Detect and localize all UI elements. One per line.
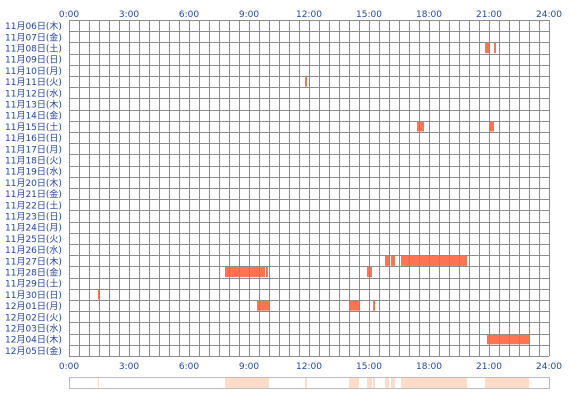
day-row-label: 11月12日(水) bbox=[5, 87, 62, 99]
x-tick-label-top: 6:00 bbox=[179, 10, 199, 20]
x-tick-label-bottom: 9:00 bbox=[239, 362, 259, 372]
day-row-label: 11月23日(日) bbox=[5, 212, 62, 223]
activity-bar bbox=[225, 266, 265, 278]
x-tick-label-top: 9:00 bbox=[239, 10, 259, 20]
x-tick-label-top: 24:00 bbox=[536, 10, 562, 20]
day-row-label: 11月10日(月) bbox=[5, 66, 62, 77]
day-row-label: 12月05日(金) bbox=[5, 345, 62, 357]
x-tick-label-bottom: 21:00 bbox=[476, 362, 502, 372]
activity-bar bbox=[373, 300, 375, 311]
day-row-label: 11月21日(金) bbox=[5, 188, 62, 200]
day-row-label: 11月17日(月) bbox=[5, 144, 62, 155]
x-tick-label-bottom: 18:00 bbox=[416, 362, 442, 372]
day-row-label: 12月04日(木) bbox=[5, 334, 62, 346]
activity-bar bbox=[349, 300, 359, 311]
activity-bar bbox=[401, 255, 467, 266]
day-row-label: 12月02日(火) bbox=[5, 312, 62, 323]
activity-bar bbox=[305, 76, 307, 87]
summary-mark bbox=[401, 378, 467, 388]
summary-mark bbox=[98, 378, 99, 388]
summary-mark bbox=[391, 378, 395, 388]
day-row-label: 11月07日(金) bbox=[5, 31, 62, 43]
activity-bar bbox=[266, 266, 268, 278]
day-row-label: 11月19日(水) bbox=[5, 166, 62, 178]
day-row-label: 11月15日(土) bbox=[5, 121, 62, 133]
activity-bar bbox=[487, 334, 529, 345]
x-tick-label-bottom: 0:00 bbox=[59, 362, 79, 372]
x-tick-label-top: 21:00 bbox=[476, 10, 502, 20]
activity-bar bbox=[98, 289, 99, 300]
day-row-label: 11月08日(土) bbox=[5, 43, 62, 55]
day-row-label: 11月18日(火) bbox=[5, 156, 62, 167]
day-row-label: 12月03日(水) bbox=[5, 323, 62, 335]
activity-bar bbox=[485, 42, 489, 54]
summary-mark bbox=[487, 378, 529, 388]
x-tick-label-top: 0:00 bbox=[59, 10, 79, 20]
summary-mark bbox=[225, 378, 265, 388]
activity-bar bbox=[494, 42, 496, 54]
summary-mark bbox=[385, 378, 389, 388]
day-row-label: 11月25日(火) bbox=[5, 234, 62, 245]
x-tick-label-top: 15:00 bbox=[356, 10, 382, 20]
day-row-label: 11月06日(木) bbox=[5, 20, 62, 32]
activity-bar bbox=[385, 255, 389, 266]
activity-bar bbox=[391, 255, 395, 266]
day-row-label: 11月20日(木) bbox=[5, 177, 62, 189]
x-tick-label-top: 3:00 bbox=[119, 10, 139, 20]
x-tick-label-bottom: 3:00 bbox=[119, 362, 139, 372]
day-row-label: 11月14日(金) bbox=[5, 110, 62, 122]
summary-mark bbox=[305, 378, 307, 388]
x-tick-label-bottom: 6:00 bbox=[179, 362, 199, 372]
day-row-label: 11月27日(木) bbox=[5, 255, 62, 267]
day-row-label: 11月16日(日) bbox=[5, 133, 62, 144]
activity-bar bbox=[489, 121, 494, 132]
day-row-label: 11月30日(日) bbox=[5, 290, 62, 301]
activity-bar bbox=[417, 121, 424, 132]
x-tick-label-top: 12:00 bbox=[296, 10, 322, 20]
day-row-label: 11月28日(金) bbox=[5, 267, 62, 279]
summary-mark bbox=[367, 378, 372, 388]
summary-mark bbox=[349, 378, 359, 388]
day-row-label: 12月01日(月) bbox=[5, 301, 62, 312]
day-row-label: 11月22日(土) bbox=[5, 199, 62, 211]
summary-mark bbox=[257, 378, 269, 388]
day-row-label: 11月24日(月) bbox=[5, 223, 62, 234]
day-row-label: 11月11日(火) bbox=[5, 77, 62, 88]
summary-strip bbox=[69, 377, 550, 389]
x-tick-label-bottom: 15:00 bbox=[356, 362, 382, 372]
x-tick-label-bottom: 12:00 bbox=[296, 362, 322, 372]
summary-mark bbox=[373, 378, 375, 388]
activity-bar bbox=[257, 300, 269, 311]
x-tick-label-bottom: 24:00 bbox=[536, 362, 562, 372]
day-row-label: 11月13日(木) bbox=[5, 99, 62, 111]
day-row-label: 11月09日(日) bbox=[5, 55, 62, 66]
x-tick-label-top: 18:00 bbox=[416, 10, 442, 20]
day-row-label: 11月26日(水) bbox=[5, 244, 62, 256]
day-row-label: 11月29日(土) bbox=[5, 278, 62, 290]
